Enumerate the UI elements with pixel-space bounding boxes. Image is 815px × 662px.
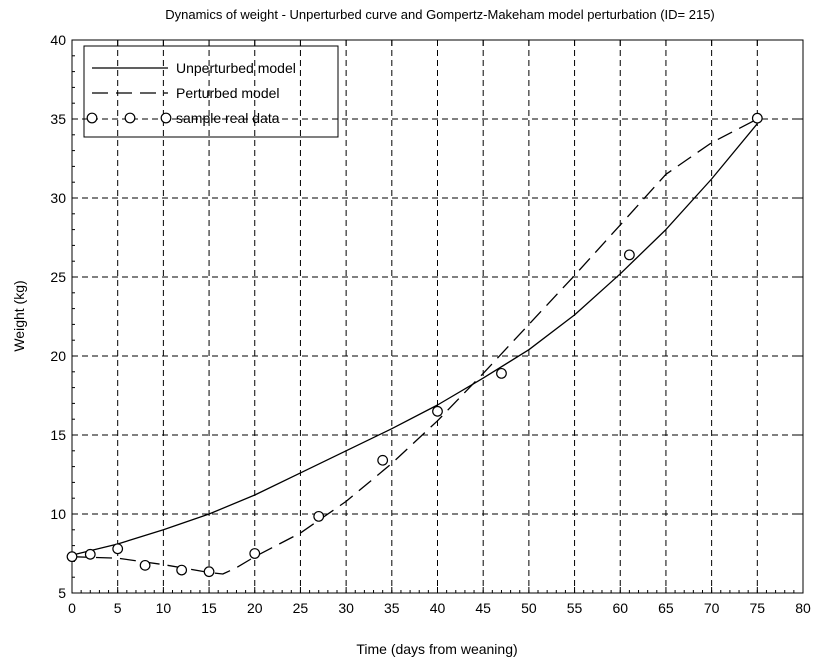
y-tick-label: 40 xyxy=(50,32,66,48)
x-tick-label: 50 xyxy=(521,600,537,616)
y-tick-labels: 5 10 15 20 25 30 35 40 xyxy=(50,32,66,601)
legend-marker-1 xyxy=(86,112,98,124)
x-tick-labels: 0 5 10 15 20 25 30 35 40 45 50 55 60 65 70 75 80 xyxy=(68,600,811,616)
x-tick-label: 15 xyxy=(201,600,217,616)
y-tick-label: 25 xyxy=(50,269,66,285)
data-point xyxy=(496,367,507,379)
legend-marker-3 xyxy=(160,112,172,124)
data-point xyxy=(313,510,325,522)
chart-title: Dynamics of weight - Unperturbed curve a… xyxy=(165,7,715,22)
legend-marker-2 xyxy=(124,112,136,124)
x-tick-label: 45 xyxy=(475,600,491,616)
data-point xyxy=(249,548,261,559)
data-point xyxy=(176,564,188,576)
data-point xyxy=(432,405,443,417)
data-point xyxy=(112,543,124,555)
y-tick-label: 10 xyxy=(50,506,66,522)
data-point xyxy=(84,548,96,560)
data-point xyxy=(377,454,389,466)
x-tick-label: 20 xyxy=(247,600,263,616)
x-tick-label: 35 xyxy=(384,600,400,616)
x-tick-label: 65 xyxy=(658,600,674,616)
axis-ticks xyxy=(71,39,804,594)
data-point xyxy=(623,249,635,261)
x-tick-label: 80 xyxy=(795,600,811,616)
x-tick-label: 75 xyxy=(750,600,766,616)
unperturbed-model-line xyxy=(71,123,758,556)
x-tick-label: 10 xyxy=(156,600,172,616)
data-point xyxy=(139,559,151,571)
data-point xyxy=(66,551,78,563)
series-layer xyxy=(66,112,763,578)
x-tick-label: 30 xyxy=(338,600,354,616)
plot-frame xyxy=(71,39,804,594)
legend-unperturbed-label: Unperturbed model xyxy=(176,60,296,76)
y-tick-label: 5 xyxy=(58,585,66,601)
data-point xyxy=(751,112,763,124)
x-tick-label: 5 xyxy=(114,600,122,616)
legend: Unperturbed model Perturbed model sample… xyxy=(83,45,339,138)
y-tick-label: 30 xyxy=(50,190,66,206)
x-tick-label: 60 xyxy=(612,600,628,616)
y-tick-label: 35 xyxy=(50,111,66,127)
legend-box xyxy=(83,45,339,138)
y-tick-label: 15 xyxy=(50,427,66,443)
perturbed-model-line xyxy=(71,118,758,575)
y-tick-label: 20 xyxy=(50,348,66,364)
legend-sample-label: sample real data xyxy=(176,110,280,126)
x-tick-label: 0 xyxy=(68,600,76,616)
x-axis-label: Time (days from weaning) xyxy=(356,641,517,657)
x-tick-label: 55 xyxy=(567,600,583,616)
y-axis-label: Weight (kg) xyxy=(11,280,27,351)
x-tick-label: 70 xyxy=(704,600,720,616)
legend-perturbed-label: Perturbed model xyxy=(176,85,280,101)
data-point xyxy=(203,566,215,578)
x-tick-label: 25 xyxy=(293,600,309,616)
x-tick-label: 40 xyxy=(430,600,446,616)
grid xyxy=(72,40,803,593)
